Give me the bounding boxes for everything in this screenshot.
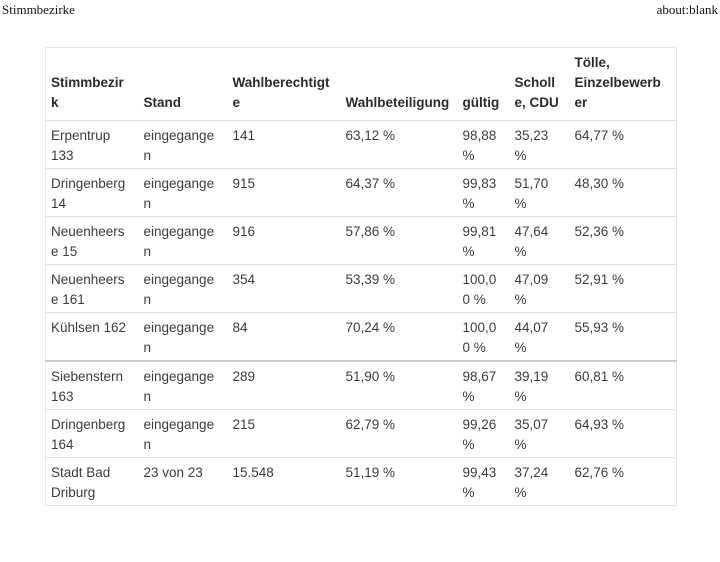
cell-stimmbezirk: Dringenberg 164 [45, 409, 139, 458]
table-row: Neuenheerse 15 eingegangen 916 57,86 % 99,81… [45, 216, 677, 265]
cell-wahlbeteiligung: 62,79 % [340, 409, 458, 458]
cell-stimmbezirk: Stadt Bad Driburg [45, 457, 139, 506]
table-row: Dringenberg 14 eingegangen 915 64,37 % 99,83… [45, 168, 677, 217]
cell-scholle-cdu: 35,07 % [509, 409, 570, 458]
cell-wahlbeteiligung: 63,12 % [340, 120, 458, 169]
print-header-url: about:blank [656, 2, 718, 17]
table-header-row: Stimmbezirk Stand Wahlberechtigte Wahlbetei… [45, 47, 677, 121]
column-header-wahlberechtigte: Wahlberechtigte [227, 47, 341, 121]
cell-scholle-cdu: 44,07 % [509, 312, 570, 362]
cell-stand: eingegangen [138, 264, 228, 313]
cell-wahlberechtigte: 915 [227, 168, 341, 217]
cell-gueltig: 99,26 % [457, 409, 510, 458]
cell-gueltig: 100,00 % [457, 264, 510, 313]
column-header-scholle-cdu: Scholle, CDU [509, 47, 570, 121]
table-row: Kühlsen 162 eingegangen 84 70,24 % 100,00 % 4… [45, 312, 677, 362]
table-header: Stimmbezirk Stand Wahlberechtigte Wahlbetei… [45, 47, 677, 121]
cell-stand: 23 von 23 [138, 457, 228, 506]
cell-toelle-einzelbewerber: 52,36 % [569, 216, 677, 265]
print-header-page-title: Stimmbezirke [2, 2, 75, 17]
cell-scholle-cdu: 39,19 % [509, 361, 570, 410]
cell-gueltig: 100,00 % [457, 312, 510, 362]
cell-wahlberechtigte: 354 [227, 264, 341, 313]
cell-gueltig: 99,43 % [457, 457, 510, 506]
cell-gueltig: 98,67 % [457, 361, 510, 410]
cell-scholle-cdu: 47,09 % [509, 264, 570, 313]
cell-wahlberechtigte: 141 [227, 120, 341, 169]
cell-gueltig: 98,88 % [457, 120, 510, 169]
cell-stimmbezirk: Dringenberg 14 [45, 168, 139, 217]
cell-stand: eingegangen [138, 312, 228, 362]
table-row: Dringenberg 164 eingegangen 215 62,79 % 99,2… [45, 409, 677, 458]
cell-scholle-cdu: 47,64 % [509, 216, 570, 265]
cell-wahlberechtigte: 15.548 [227, 457, 341, 506]
cell-wahlbeteiligung: 70,24 % [340, 312, 458, 362]
cell-stimmbezirk: Neuenheerse 15 [45, 216, 139, 265]
cell-stimmbezirk: Siebenstern 163 [45, 361, 139, 410]
cell-stand: eingegangen [138, 120, 228, 169]
cell-gueltig: 99,83 % [457, 168, 510, 217]
table-row: Neuenheerse 161 eingegangen 354 53,39 % 100,… [45, 264, 677, 313]
cell-toelle-einzelbewerber: 52,91 % [569, 264, 677, 313]
cell-stimmbezirk: Erpentrup 133 [45, 120, 139, 169]
cell-wahlbeteiligung: 57,86 % [340, 216, 458, 265]
cell-scholle-cdu: 37,24 % [509, 457, 570, 506]
print-header: Stimmbezirke about:blank [0, 2, 720, 20]
cell-stimmbezirk: Kühlsen 162 [45, 312, 139, 362]
cell-gueltig: 99,81 % [457, 216, 510, 265]
cell-toelle-einzelbewerber: 60,81 % [569, 361, 677, 410]
cell-stand: eingegangen [138, 168, 228, 217]
cell-scholle-cdu: 51,70 % [509, 168, 570, 217]
results-table-container: Stimmbezirk Stand Wahlberechtigte Wahlbetei… [45, 47, 677, 506]
cell-toelle-einzelbewerber: 62,76 % [569, 457, 677, 506]
cell-stand: eingegangen [138, 216, 228, 265]
cell-toelle-einzelbewerber: 55,93 % [569, 312, 677, 362]
table-row: Stadt Bad Driburg 23 von 23 15.548 51,19 % 9… [45, 457, 677, 506]
column-header-stimmbezirk: Stimmbezirk [45, 47, 139, 121]
column-header-gueltig: gültig [457, 47, 510, 121]
table-body: Erpentrup 133 eingegangen 141 63,12 % 98,88 … [45, 120, 677, 506]
cell-scholle-cdu: 35,23 % [509, 120, 570, 169]
column-header-stand: Stand [138, 47, 228, 121]
cell-stimmbezirk: Neuenheerse 161 [45, 264, 139, 313]
cell-wahlbeteiligung: 51,90 % [340, 361, 458, 410]
cell-stand: eingegangen [138, 409, 228, 458]
table-row: Siebenstern 163 eingegangen 289 51,90 % 98,6… [45, 361, 677, 410]
cell-stand: eingegangen [138, 361, 228, 410]
cell-wahlbeteiligung: 53,39 % [340, 264, 458, 313]
column-header-wahlbeteiligung: Wahlbeteiligung [340, 47, 458, 121]
cell-wahlberechtigte: 289 [227, 361, 341, 410]
cell-toelle-einzelbewerber: 64,77 % [569, 120, 677, 169]
cell-wahlberechtigte: 215 [227, 409, 341, 458]
column-header-toelle-einzelbewerber: Tölle, Einzelbewerber [569, 47, 677, 121]
cell-toelle-einzelbewerber: 64,93 % [569, 409, 677, 458]
cell-wahlberechtigte: 916 [227, 216, 341, 265]
cell-toelle-einzelbewerber: 48,30 % [569, 168, 677, 217]
table-row: Erpentrup 133 eingegangen 141 63,12 % 98,88 … [45, 120, 677, 169]
cell-wahlbeteiligung: 51,19 % [340, 457, 458, 506]
cell-wahlberechtigte: 84 [227, 312, 341, 362]
cell-wahlbeteiligung: 64,37 % [340, 168, 458, 217]
stimmbezirke-table: Stimmbezirk Stand Wahlberechtigte Wahlbetei… [45, 47, 677, 506]
